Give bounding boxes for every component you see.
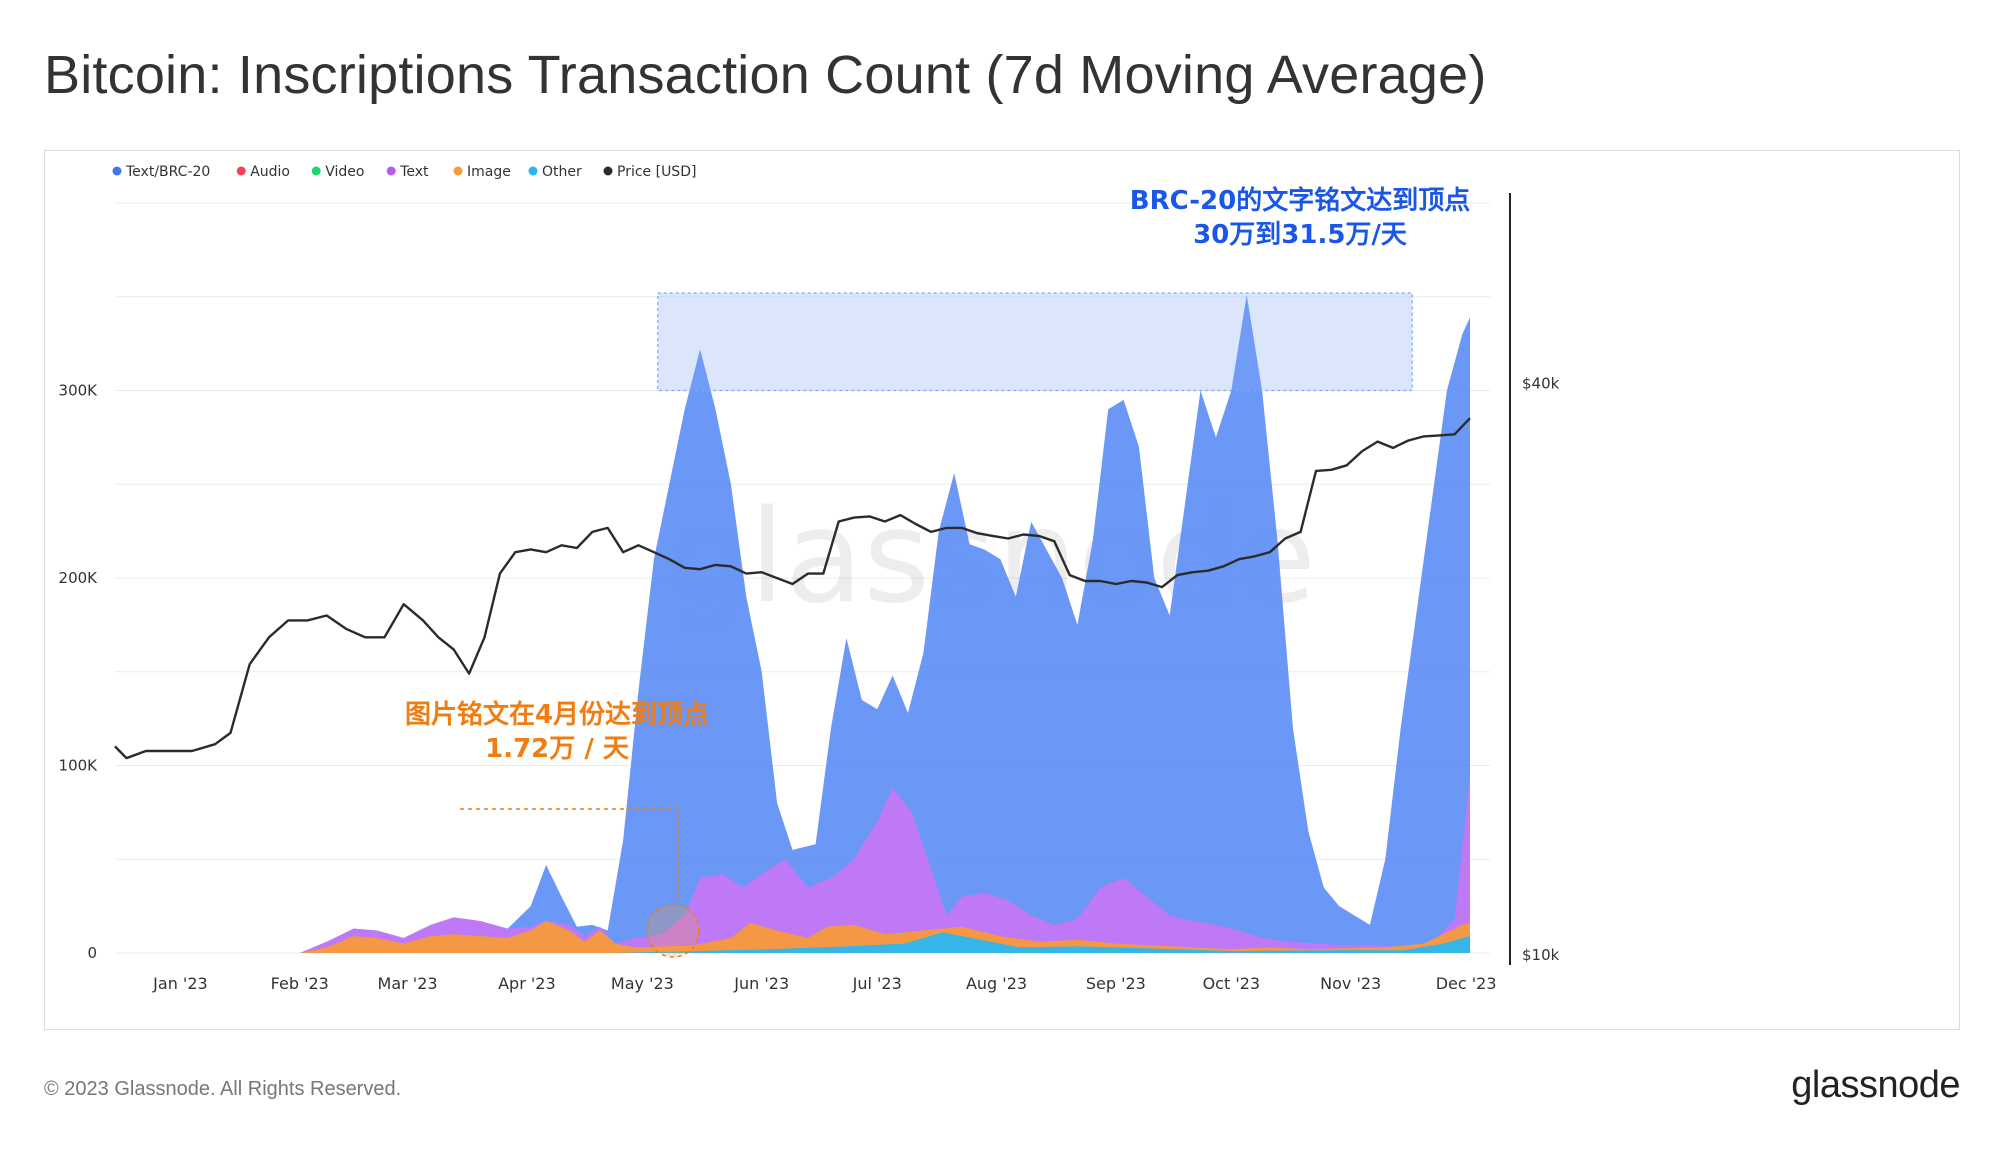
brc20-peak-highlight	[657, 292, 1413, 392]
legend-dot	[386, 166, 396, 176]
legend-item: Text	[386, 164, 429, 180]
page-title: Bitcoin: Inscriptions Transaction Count …	[44, 45, 1487, 105]
x-tick: Jun '23	[733, 974, 789, 993]
legend-label: Other	[542, 164, 582, 180]
legend-label: Text/BRC-20	[125, 164, 210, 180]
area-series	[115, 294, 1470, 953]
y-tick-left: 200K	[59, 569, 99, 587]
image-annotation-leader	[460, 808, 680, 901]
legend-dot	[453, 166, 463, 176]
chart-container: Text/BRC-20 Audio Video Text Image Other Price…	[44, 150, 1960, 1030]
y-tick-left: 0	[87, 944, 97, 962]
y-tick-left: 100K	[59, 757, 99, 775]
annotations: BRC-20的文字铭文达到顶点 30万到31.5万/天 图片铭文在4月份达到顶点…	[405, 185, 1471, 958]
area-text_brc20	[115, 294, 1470, 953]
area-other	[115, 932, 1470, 953]
x-tick: Sep '23	[1086, 974, 1146, 993]
x-axis: Jan '23 Feb '23 Mar '23 Apr '23 May '23 Jun '…	[152, 974, 1496, 993]
legend-dot	[112, 166, 122, 176]
y-axis-right: $10k $40k	[1509, 193, 1560, 965]
image-annotation-line2: 1.72万 / 天	[485, 734, 629, 764]
y-tick-right: $40k	[1522, 374, 1560, 392]
legend-dot	[528, 166, 538, 176]
y-tick-right: $10k	[1522, 946, 1560, 964]
legend-label: Audio	[250, 164, 290, 180]
x-tick: Aug '23	[966, 974, 1027, 993]
legend-item: Audio	[236, 164, 290, 180]
brc20-annotation-line2: 30万到31.5万/天	[1193, 220, 1407, 250]
x-tick: Apr '23	[498, 974, 556, 993]
image-annotation-line1: 图片铭文在4月份达到顶点	[405, 699, 709, 730]
legend-dot	[236, 166, 246, 176]
price-line	[114, 417, 1471, 760]
x-tick: Nov '23	[1320, 974, 1381, 993]
legend-label: Image	[467, 164, 511, 180]
brc20-annotation-line1: BRC-20的文字铭文达到顶点	[1130, 185, 1471, 216]
x-tick: Feb '23	[271, 974, 329, 993]
legend-label: Price [USD]	[617, 164, 696, 180]
y-axis-left: 0 100K 200K 300K	[59, 382, 99, 963]
x-tick: May '23	[611, 974, 674, 993]
x-tick: Mar '23	[378, 974, 438, 993]
area-text	[115, 774, 1470, 953]
x-tick: Jan '23	[152, 974, 208, 993]
legend-label: Video	[325, 164, 364, 180]
legend-dot	[603, 166, 613, 176]
legend-item: Text/BRC-20	[112, 164, 210, 180]
legend-label: Text	[399, 164, 429, 180]
chart-legend: Text/BRC-20 Audio Video Text Image Other Price…	[112, 164, 696, 180]
x-tick: Jul '23	[852, 974, 902, 993]
legend-item: Video	[311, 164, 364, 180]
image-peak-marker	[646, 904, 700, 958]
legend-dot	[311, 166, 321, 176]
copyright: © 2023 Glassnode. All Rights Reserved.	[44, 1078, 402, 1100]
area-image	[115, 920, 1470, 953]
inscriptions-chart: Text/BRC-20 Audio Video Text Image Other Price…	[59, 164, 1560, 993]
price-series	[114, 417, 1471, 760]
glassnode-logo: glassnode	[1791, 1064, 1960, 1106]
legend-item: Image	[453, 164, 511, 180]
x-tick: Dec '23	[1436, 974, 1497, 993]
brc20-range-box	[657, 292, 1413, 392]
y-tick-left: 300K	[59, 382, 99, 400]
legend-item: Other	[528, 164, 582, 180]
legend-item: Price [USD]	[603, 164, 696, 180]
x-tick: Oct '23	[1203, 974, 1261, 993]
